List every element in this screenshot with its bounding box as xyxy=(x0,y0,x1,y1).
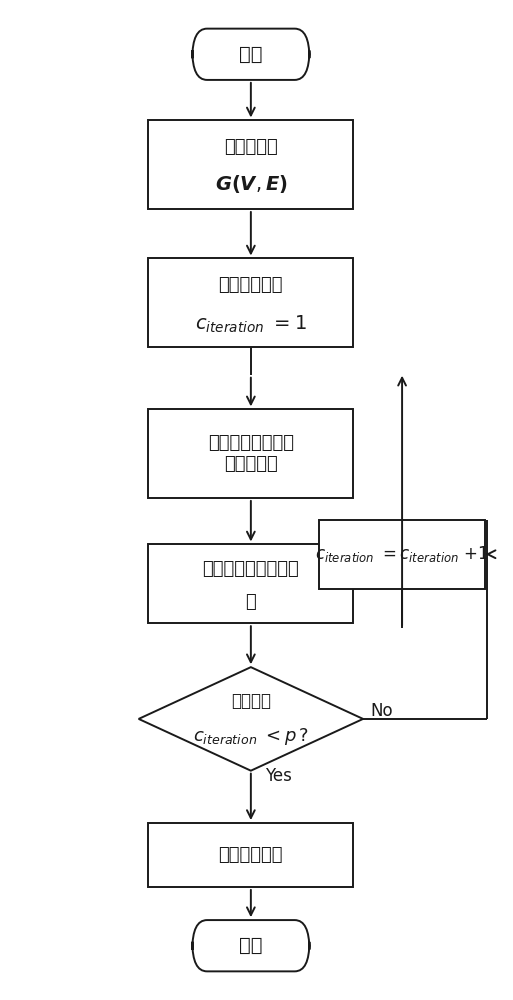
Text: No: No xyxy=(370,702,393,720)
Text: 结束: 结束 xyxy=(239,936,263,955)
Text: 开始: 开始 xyxy=(239,45,263,64)
Text: 测量次数参数: 测量次数参数 xyxy=(219,276,283,294)
Bar xyxy=(148,258,353,347)
Text: 执行均匀分布随机游: 执行均匀分布随机游 xyxy=(203,560,299,578)
Bar xyxy=(319,520,485,589)
Text: $c_{iteration}$ $< p\,?$: $c_{iteration}$ $< p\,?$ xyxy=(193,726,309,747)
Text: 设置完全图: 设置完全图 xyxy=(224,138,278,156)
Text: $c_{iteration}$ $=1$: $c_{iteration}$ $=1$ xyxy=(195,314,307,335)
Text: 选择一个顶点作为
统一出发点: 选择一个顶点作为 统一出发点 xyxy=(208,434,294,473)
Text: $c_{iteration}$ $= c_{iteration}$ $+1$: $c_{iteration}$ $= c_{iteration}$ $+1$ xyxy=(315,544,489,564)
Text: Yes: Yes xyxy=(266,767,292,785)
Text: 保存测量矩阵: 保存测量矩阵 xyxy=(219,846,283,864)
Polygon shape xyxy=(139,667,363,771)
Text: 走: 走 xyxy=(246,593,256,611)
Bar xyxy=(148,409,353,498)
Bar xyxy=(148,544,353,623)
Text: 测量次数: 测量次数 xyxy=(231,692,271,710)
Text: $\boldsymbol{G(V,E)}$: $\boldsymbol{G(V,E)}$ xyxy=(214,173,287,195)
FancyBboxPatch shape xyxy=(192,29,309,80)
FancyBboxPatch shape xyxy=(192,920,309,971)
Bar xyxy=(148,120,353,209)
Bar xyxy=(148,823,353,887)
